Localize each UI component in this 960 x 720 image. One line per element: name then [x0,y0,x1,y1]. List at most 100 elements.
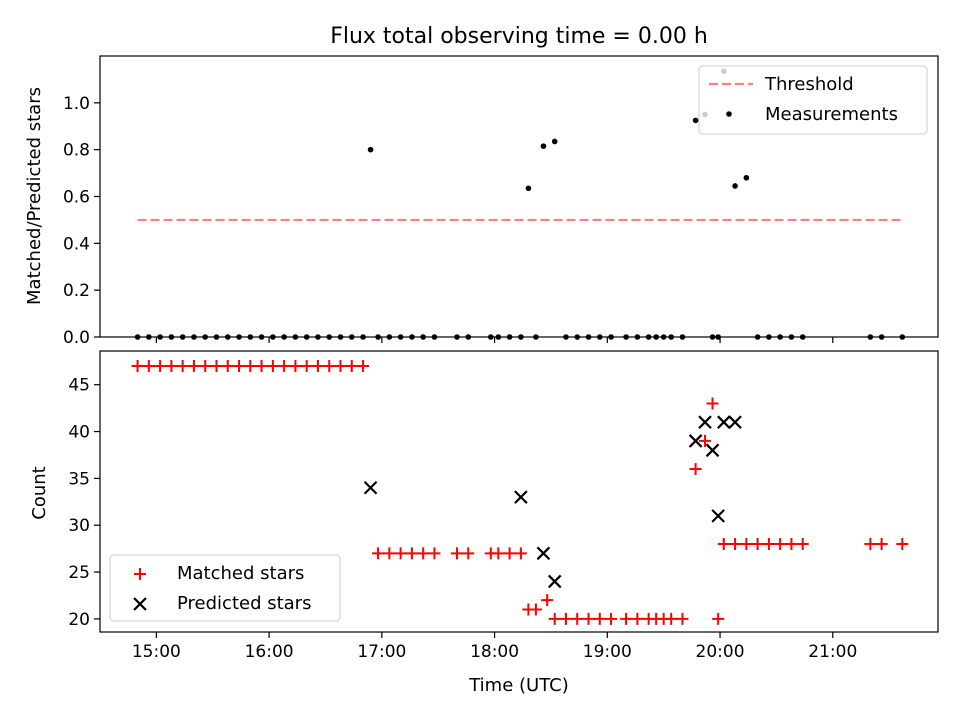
data-point [536,546,551,561]
data-point [492,547,505,560]
matched-stars-legend-swatch [134,568,146,580]
ratio-axes-ticks: 0.0 0.2 0.4 0.6 0.8 1.0 [63,94,834,348]
ratio-panel: Flux total observing time = 0.00 h Match… [24,24,939,348]
data-point [692,117,699,124]
data-point [266,359,279,372]
data-point [514,490,528,504]
data-point [345,359,358,372]
predicted-stars-legend-label: Predicted stars [177,593,311,614]
data-point [762,537,775,550]
x-tick-label: 18:00 [470,642,519,662]
data-point [176,359,189,372]
ratio-legend-box [698,65,928,135]
x-tick-label: 15:00 [132,642,181,662]
y-tick-label: 40 [68,423,90,443]
data-point [450,547,463,560]
data-point [428,547,441,560]
data-point [514,547,527,560]
data-point [323,359,336,372]
threshold-legend-label: Threshold [764,74,854,95]
y-tick-label: 0.6 [63,188,90,208]
data-point [785,537,798,550]
data-point [548,612,561,625]
data-point [729,537,742,550]
matched-stars-series [131,359,909,625]
data-point [462,547,475,560]
data-point [743,174,750,181]
data-point [705,443,720,458]
data-point [300,359,313,372]
data-point [394,547,407,560]
data-point [244,359,257,372]
data-point [334,359,347,372]
data-point [571,612,584,625]
data-point [711,509,725,523]
x-tick-label: 21:00 [808,642,857,662]
data-point [131,359,144,372]
data-point [605,612,618,625]
data-point [289,359,302,372]
data-point [751,537,764,550]
data-point [728,415,742,429]
data-point [142,359,155,372]
y-tick-label: 20 [68,610,90,630]
data-point [717,415,731,429]
count-panel: Count Time (UTC) 20 25 30 35 40 45 15:00 16:00 1… [29,350,939,696]
count-axes-ticks: 20 25 30 35 40 45 15:00 16:00 17:00 18:00 19:00 20:… [68,376,857,662]
ratio-plot-frame [99,55,939,338]
data-point [706,397,719,410]
data-point [732,183,738,189]
data-point [698,415,712,429]
data-point [875,537,888,550]
data-point [503,547,516,560]
data-point [255,359,268,372]
data-point [525,185,532,192]
y-tick-label: 25 [68,563,90,583]
data-point [199,359,212,372]
data-point [774,537,787,550]
data-point [676,612,689,625]
predicted-stars-legend-swatch [133,597,147,611]
y-tick-label: 45 [68,376,90,396]
count-plot-frame [99,350,939,633]
count-y-axis-label: Count [29,466,50,519]
data-point [405,547,418,560]
data-point [593,612,606,625]
measurements-legend-swatch [726,111,732,117]
data-point [372,547,385,560]
data-point [233,359,246,372]
data-point [529,603,542,616]
data-point [357,359,370,372]
predicted-stars-series [363,415,742,589]
data-point [559,612,572,625]
y-tick-label: 35 [68,469,90,489]
data-point [165,359,178,372]
data-point [541,594,554,607]
y-tick-label: 0.8 [63,141,90,161]
y-tick-label: 30 [68,516,90,536]
data-point [221,359,234,372]
y-tick-label: 0.0 [63,328,90,348]
data-point [311,359,324,372]
data-point [367,146,374,153]
data-point [187,359,200,372]
y-tick-label: 0.4 [63,234,90,254]
data-point [417,547,430,560]
count-legend: Matched stars Predicted stars [109,554,341,622]
data-point [582,612,595,625]
count-legend-box [109,554,341,622]
count-points [131,359,909,625]
data-point [551,138,558,145]
data-point [896,537,909,550]
data-point [540,143,547,149]
matched-stars-legend-label: Matched stars [177,563,304,584]
data-point [699,434,712,447]
count-x-axis-label: Time (UTC) [468,675,569,696]
x-tick-label: 20:00 [696,642,745,662]
ratio-y-axis-label: Matched/Predicted stars [24,87,45,305]
measurements-legend-label: Measurements [765,104,898,125]
data-point [631,612,644,625]
data-point [712,612,725,625]
x-tick-label: 17:00 [357,642,406,662]
